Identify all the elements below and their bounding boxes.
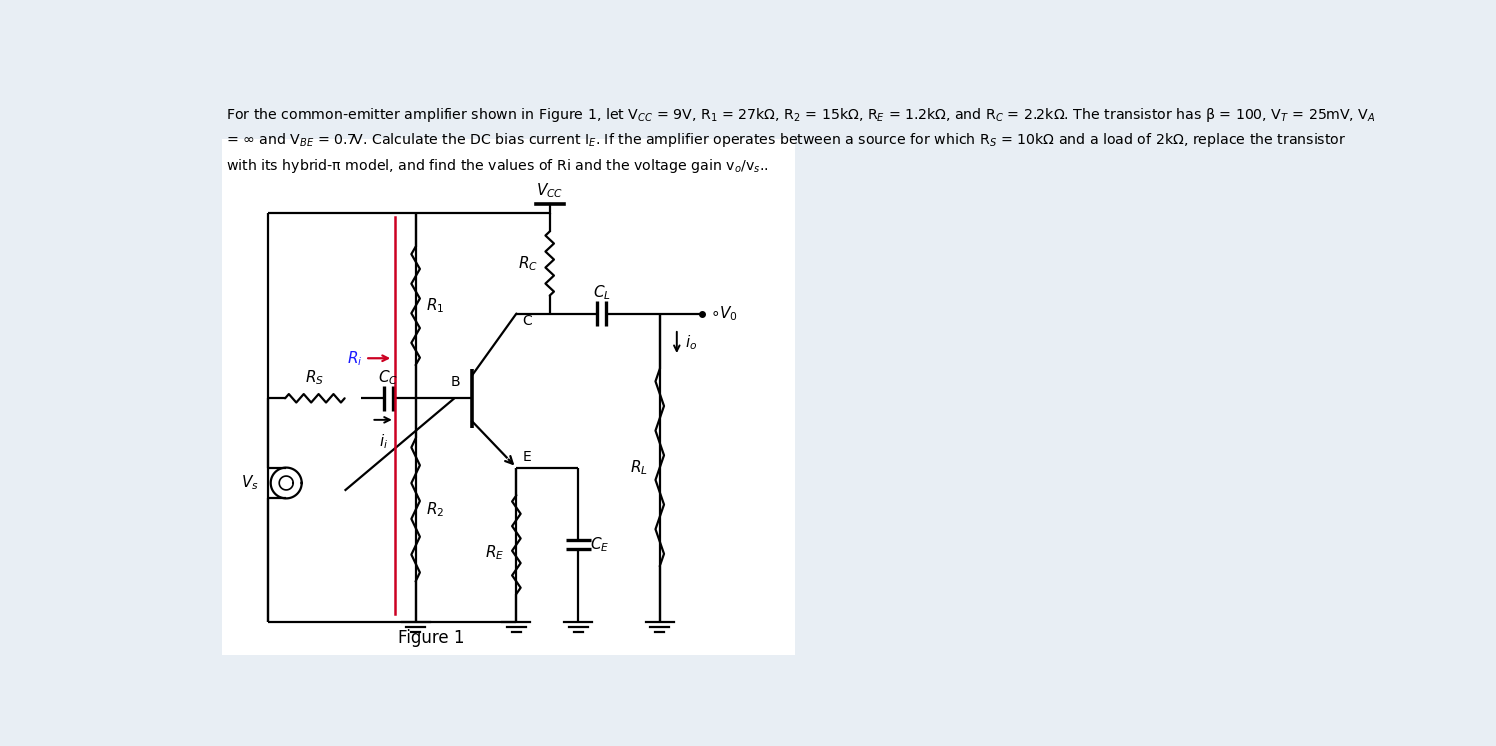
Text: $R_2$: $R_2$	[426, 501, 444, 519]
Text: $\circ V_0$: $\circ V_0$	[711, 304, 738, 323]
Text: $R_1$: $R_1$	[426, 297, 444, 316]
Text: $R_S$: $R_S$	[305, 368, 325, 386]
Bar	[796, 90, 1346, 664]
Text: E: E	[522, 450, 531, 464]
Text: $R_C$: $R_C$	[518, 254, 539, 273]
Text: $R_E$: $R_E$	[486, 543, 504, 562]
Text: with its hybrid-π model, and find the values of Ri and the voltage gain v$_o$/v$: with its hybrid-π model, and find the va…	[226, 157, 769, 175]
Text: $R_i$: $R_i$	[347, 349, 362, 368]
Text: $i_o$: $i_o$	[685, 333, 697, 352]
Text: C: C	[522, 313, 533, 327]
Text: $V_{CC}$: $V_{CC}$	[536, 181, 564, 200]
Text: = ∞ and V$_{BE}$ = 0.7V. Calculate the DC bias current I$_E$. If the amplifier o: = ∞ and V$_{BE}$ = 0.7V. Calculate the D…	[226, 131, 1346, 149]
Text: B: B	[450, 375, 461, 389]
Text: $V_s$: $V_s$	[241, 474, 259, 492]
Text: $C_L$: $C_L$	[592, 283, 610, 302]
Text: $C_E$: $C_E$	[589, 535, 609, 554]
Text: $i_i$: $i_i$	[378, 432, 387, 451]
Bar	[221, 139, 796, 655]
Text: $R_L$: $R_L$	[630, 458, 648, 477]
Text: Figure 1: Figure 1	[398, 629, 464, 647]
Text: For the common-emitter amplifier shown in Figure 1, let V$_{CC}$ = 9V, R$_1$ = 2: For the common-emitter amplifier shown i…	[226, 106, 1375, 124]
Text: $C_C$: $C_C$	[378, 368, 398, 386]
